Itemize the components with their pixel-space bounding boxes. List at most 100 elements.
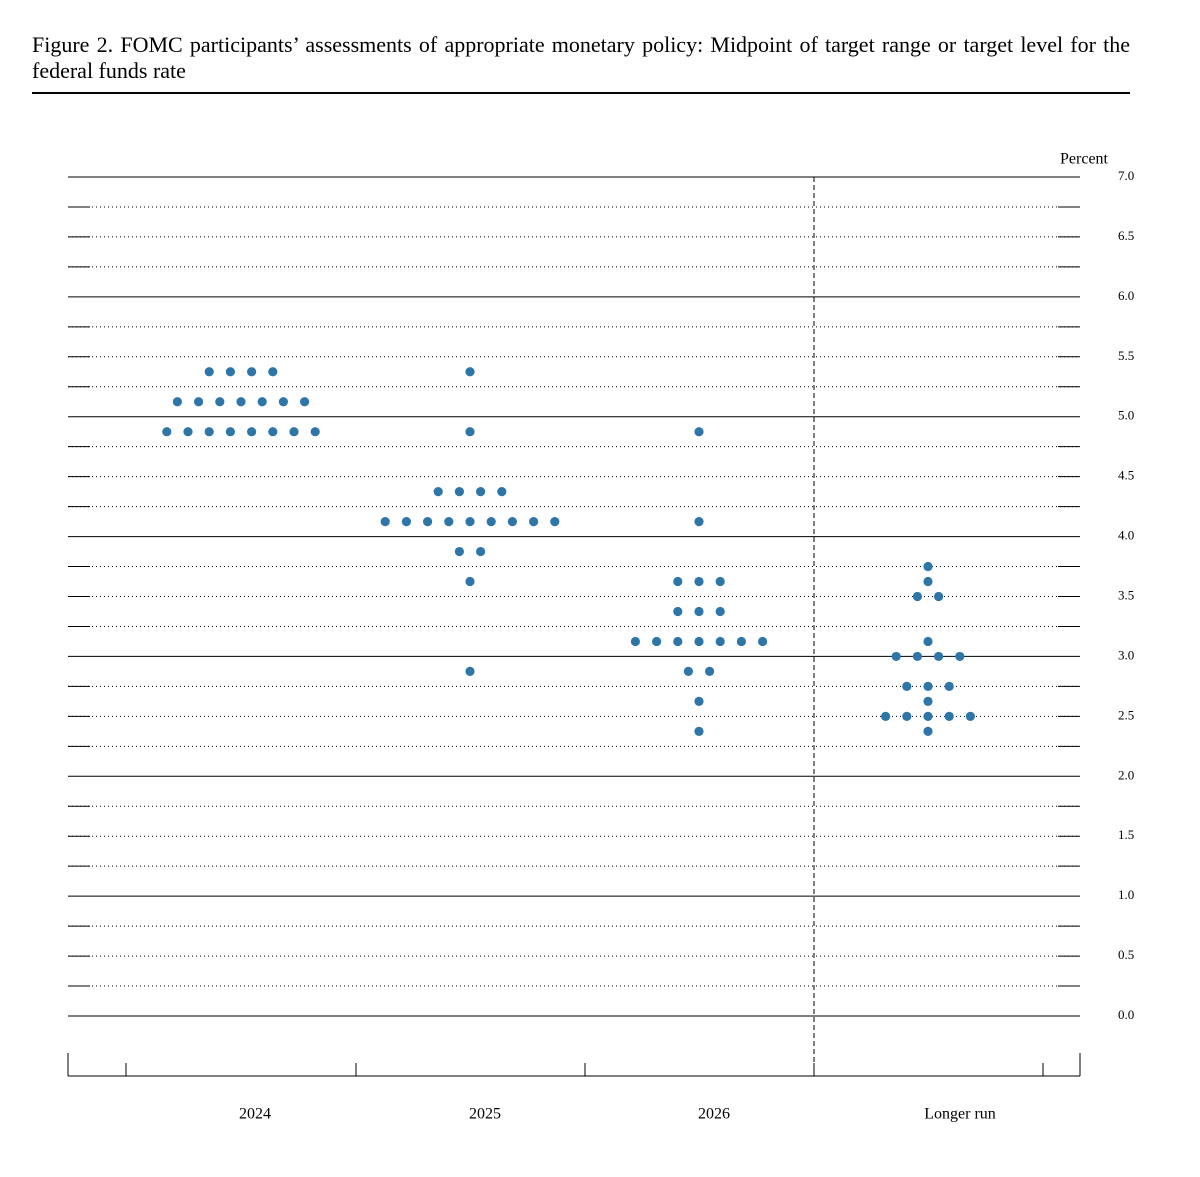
dot bbox=[194, 397, 204, 407]
dot bbox=[465, 516, 475, 527]
dot bbox=[694, 726, 704, 736]
dot bbox=[172, 397, 182, 407]
dot bbox=[694, 636, 704, 647]
y-tick-label: 0.5 bbox=[1118, 947, 1134, 962]
dot bbox=[683, 666, 694, 677]
dot bbox=[507, 516, 517, 527]
chart-title: Figure 2. FOMC participants’ assessments… bbox=[32, 32, 1130, 83]
dot bbox=[902, 711, 912, 721]
dot bbox=[891, 651, 901, 662]
dot bbox=[247, 367, 257, 377]
dot bbox=[673, 576, 683, 587]
dot bbox=[204, 367, 214, 377]
dot bbox=[497, 487, 507, 497]
dot bbox=[401, 516, 411, 527]
dot bbox=[715, 636, 725, 647]
dot bbox=[225, 427, 235, 437]
dot bbox=[652, 636, 662, 647]
dot bbox=[923, 711, 933, 721]
dot bbox=[486, 516, 496, 527]
dot bbox=[247, 427, 257, 437]
y-tick-label: 4.5 bbox=[1118, 468, 1134, 483]
dot bbox=[529, 516, 539, 527]
x-tick-label: 2026 bbox=[698, 1106, 730, 1123]
dot bbox=[204, 427, 214, 437]
dot bbox=[465, 666, 475, 677]
dot bbox=[268, 427, 278, 437]
dot bbox=[694, 516, 704, 527]
dot bbox=[673, 606, 683, 617]
dot bbox=[694, 696, 704, 706]
dot bbox=[902, 681, 912, 691]
dot bbox=[423, 516, 433, 527]
dot bbox=[310, 427, 320, 437]
dot bbox=[912, 651, 923, 662]
dot bbox=[923, 696, 933, 706]
dot bbox=[215, 397, 225, 407]
dot bbox=[444, 516, 454, 527]
y-tick-label: 1.5 bbox=[1118, 827, 1134, 842]
dot bbox=[923, 681, 933, 691]
dot bbox=[736, 636, 747, 647]
dot bbox=[454, 546, 464, 557]
x-tick-label: 2024 bbox=[239, 1106, 271, 1123]
dot bbox=[268, 367, 278, 377]
dot bbox=[923, 726, 933, 736]
y-tick-label: 5.5 bbox=[1118, 348, 1134, 363]
y-tick-label: 3.5 bbox=[1118, 587, 1134, 602]
dot bbox=[965, 711, 976, 721]
dot bbox=[673, 636, 683, 647]
y-tick-label: 3.0 bbox=[1118, 647, 1134, 662]
dot bbox=[944, 711, 954, 721]
y-tick-label: 0.0 bbox=[1118, 1007, 1134, 1022]
y-tick-label: 2.5 bbox=[1118, 707, 1134, 722]
dot bbox=[758, 636, 768, 647]
dot bbox=[934, 591, 944, 602]
dot bbox=[257, 397, 267, 407]
dot bbox=[923, 636, 933, 647]
dot bbox=[550, 516, 560, 527]
y-tick-label: 6.0 bbox=[1118, 288, 1134, 303]
dot bbox=[694, 576, 704, 587]
dot bbox=[380, 516, 390, 527]
dot bbox=[162, 427, 172, 437]
dot bbox=[454, 487, 464, 497]
dot bbox=[465, 367, 475, 377]
title-rule bbox=[32, 92, 1130, 94]
dot bbox=[225, 367, 235, 377]
dot bbox=[923, 561, 933, 572]
y-tick-label: 2.0 bbox=[1118, 767, 1134, 782]
dot bbox=[944, 681, 954, 691]
dot bbox=[476, 546, 486, 557]
x-tick-label: 2025 bbox=[469, 1106, 501, 1123]
dot bbox=[300, 397, 310, 407]
y-tick-label: 4.0 bbox=[1118, 528, 1134, 543]
y-tick-label: 5.0 bbox=[1118, 408, 1134, 423]
dot bbox=[694, 606, 704, 617]
dot bbox=[236, 397, 246, 407]
dot bbox=[476, 487, 486, 497]
dot bbox=[465, 576, 475, 587]
dot bbox=[705, 666, 715, 677]
dot bbox=[183, 427, 193, 437]
dot bbox=[278, 397, 288, 407]
dot bbox=[715, 606, 725, 617]
dot bbox=[923, 576, 933, 587]
y-tick-label: 6.5 bbox=[1118, 228, 1134, 243]
dot bbox=[934, 651, 944, 662]
dot bbox=[912, 591, 923, 602]
dot bbox=[289, 427, 299, 437]
dot bbox=[955, 651, 965, 662]
dot bbox=[694, 427, 704, 437]
dot bbox=[433, 487, 443, 497]
dot bbox=[715, 576, 725, 587]
x-tick-label: Longer run bbox=[924, 1106, 996, 1123]
dot bbox=[881, 711, 891, 721]
dot bbox=[465, 427, 475, 437]
y-axis-label: Percent bbox=[1060, 151, 1109, 168]
dot bbox=[630, 636, 641, 647]
y-tick-label: 1.0 bbox=[1118, 887, 1134, 902]
y-tick-label: 7.0 bbox=[1118, 168, 1134, 183]
